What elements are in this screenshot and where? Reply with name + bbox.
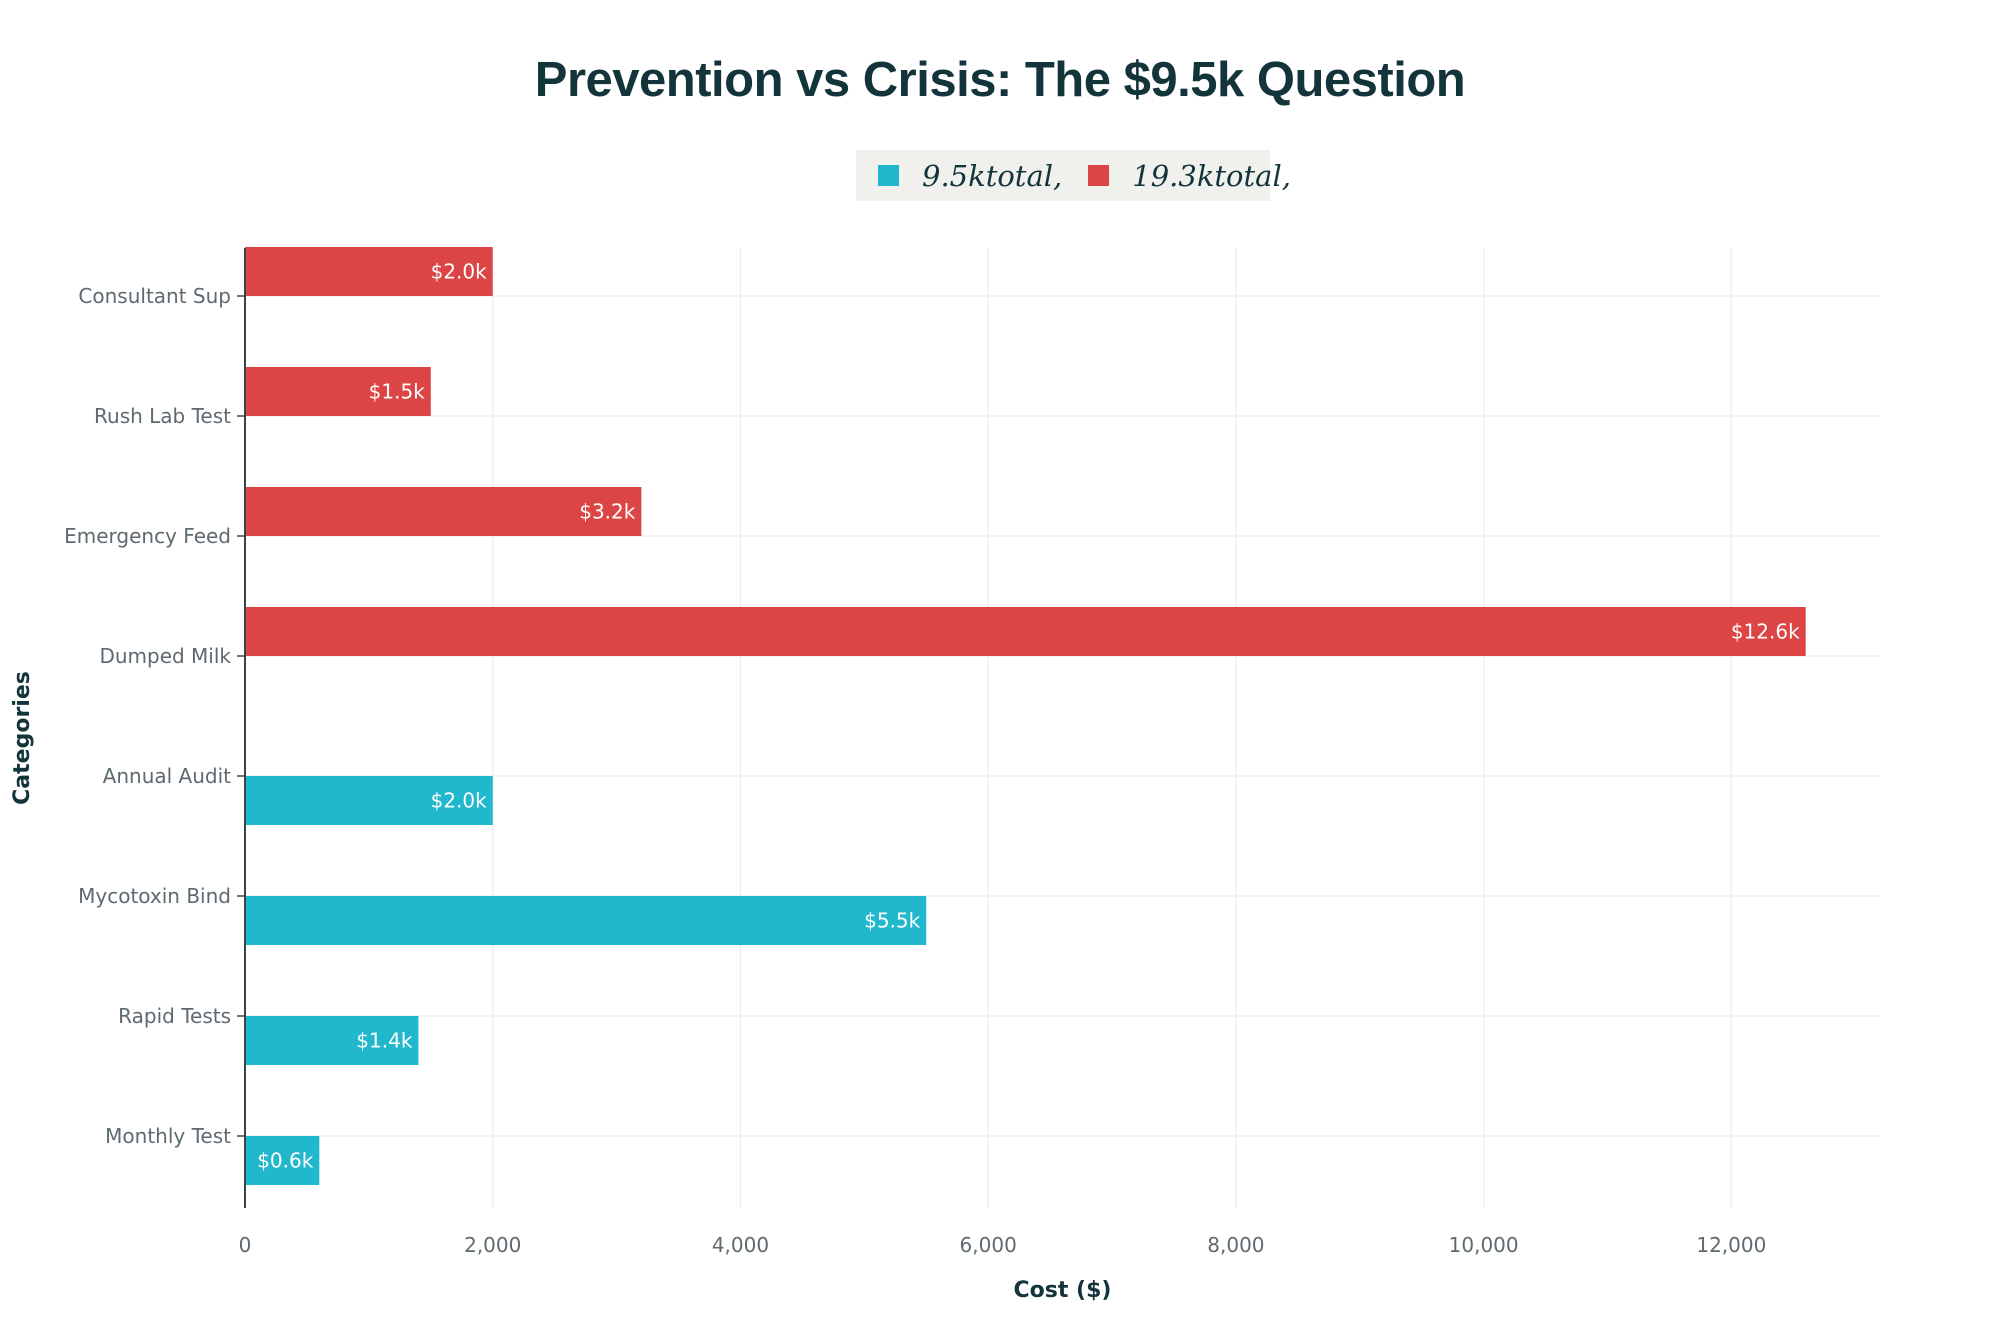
- y-axis-title: Categories: [10, 671, 35, 805]
- bar-dumped-milk[interactable]: [245, 607, 1806, 656]
- bar-value-label: $12.6k: [1731, 620, 1800, 644]
- legend-label-crisis: 19.3ktotal,: [1132, 158, 1291, 193]
- bar-value-label: $2.0k: [431, 260, 488, 284]
- x-tick-label: 12,000: [1696, 1233, 1766, 1257]
- bar-rush-lab-test[interactable]: [245, 367, 431, 416]
- bar-consultant-sup[interactable]: [245, 247, 493, 296]
- legend-swatch-crisis: [1088, 165, 1110, 186]
- x-tick-label: 10,000: [1449, 1233, 1519, 1257]
- legend-swatch-prevention: [878, 165, 899, 186]
- bar-value-label: $2.0k: [431, 789, 488, 813]
- y-tick-label: Emergency Feed: [64, 524, 231, 548]
- bar-value-label: $1.5k: [369, 380, 426, 404]
- grid-lines: [245, 248, 1880, 1208]
- bar-value-label: $1.4k: [356, 1029, 413, 1053]
- y-tick-label: Dumped Milk: [99, 644, 231, 668]
- bar-rapid-tests[interactable]: [245, 1016, 419, 1065]
- y-tick-label: Consultant Sup: [78, 284, 231, 308]
- bar-value-label: $0.6k: [257, 1149, 314, 1173]
- y-tick-label: Rapid Tests: [118, 1004, 231, 1028]
- y-tick-label: Monthly Test: [105, 1124, 231, 1148]
- bar-monthly-test[interactable]: [245, 1136, 320, 1185]
- axes: [237, 248, 246, 1208]
- y-tick-label: Mycotoxin Bind: [78, 884, 231, 908]
- labels: 0 2,000 4,000 6,000 8,000 10,000 12,000 Monthly…: [10, 260, 1800, 1304]
- legend-item-crisis[interactable]: 19.3ktotal,: [1088, 159, 1291, 193]
- legend-item-prevention[interactable]: 9.5ktotal,: [878, 159, 1062, 193]
- legend-label-prevention: 9.5ktotal,: [922, 158, 1063, 193]
- bar-emergency-feed[interactable]: [245, 487, 642, 536]
- bar-value-label: $5.5k: [864, 909, 921, 933]
- x-tick-label: 4,000: [712, 1233, 769, 1257]
- x-tick-label: 0: [239, 1233, 252, 1257]
- bar-mycotoxin-bind[interactable]: [245, 896, 927, 945]
- chart-title: Prevention vs Crisis: The $9.5k Question: [534, 53, 1466, 107]
- y-tick-label: Rush Lab Test: [94, 404, 231, 428]
- bars: [245, 247, 1806, 1185]
- x-tick-label: 2,000: [464, 1233, 521, 1257]
- x-axis-title: Cost ($): [1014, 1278, 1112, 1303]
- legend: 9.5ktotal, 19.3ktotal,: [856, 150, 1291, 201]
- x-tick-label: 8,000: [1207, 1233, 1264, 1257]
- y-tick-label: Annual Audit: [103, 764, 231, 788]
- bar-value-label: $3.2k: [579, 500, 636, 524]
- x-tick-label: 6,000: [960, 1233, 1017, 1257]
- bar-annual-audit[interactable]: [245, 776, 493, 825]
